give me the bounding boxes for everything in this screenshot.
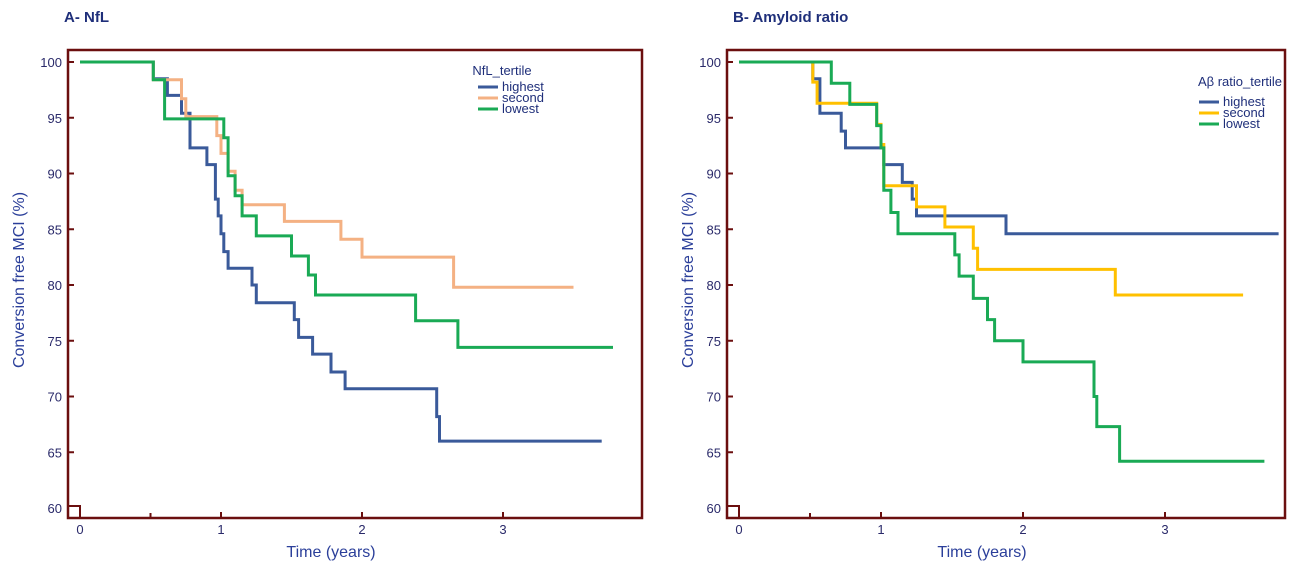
series-line-highest [80,60,602,443]
x-tick-label: 3 [1161,522,1168,537]
x-tick-label: 0 [76,522,83,537]
legend-label-second: second [1223,105,1265,120]
legend-label-lowest: lowest [1223,116,1260,131]
series-line-second [80,60,574,289]
panel-title: B- Amyloid ratio [733,9,848,26]
legend-label-second: second [502,90,544,105]
legend-title: NfL_tertile [472,63,531,78]
y-tick-label: 90 [48,167,62,182]
panel-b-amyloid-ratio: B- Amyloid ratio 60 65 70 75 80 85 90 95 100 0 1 2 3 T… [680,9,1287,561]
y-tick-label: 100 [40,55,62,70]
y-tick-label: 85 [48,222,62,237]
legend-label-highest: highest [1223,94,1265,109]
x-tick-label: 1 [877,522,884,537]
legend-label-lowest: lowest [502,101,539,116]
x-tick-label: 2 [1019,522,1026,537]
y-axis-label: Conversion free MCI (%) [680,192,697,368]
y-tick-label: 80 [48,278,62,293]
panel-title: A- NfL [64,9,109,26]
y-tick-label: 60 [48,501,62,516]
series-line-lowest [739,60,1265,463]
x-tick-label: 2 [358,522,365,537]
y-tick-label: 90 [707,167,721,182]
plot-frame [725,48,1287,520]
series-line-lowest [80,60,613,349]
panel-a-nfl: A- NfL 60 65 70 75 80 85 90 95 100 0 1 2 3 Time (years… [11,9,644,561]
y-axis-label: Conversion free MCI (%) [11,192,28,368]
plot-frame [66,48,644,520]
y-tick-label: 65 [48,445,62,460]
y-tick-label: 95 [707,111,721,126]
y-tick-label: 95 [48,111,62,126]
y-tick-label: 80 [707,278,721,293]
axis-origin-mark [68,505,81,518]
x-axis-label: Time (years) [937,544,1026,561]
y-tick-label: 65 [707,445,721,460]
y-tick-label: 70 [48,390,62,405]
x-axis-label: Time (years) [286,544,375,561]
legend-label-highest: highest [502,79,544,94]
x-tick-label: 0 [735,522,742,537]
y-tick-label: 60 [707,501,721,516]
series-line-second [739,60,1244,297]
y-tick-label: 75 [707,334,721,349]
axis-origin-mark [727,505,740,518]
y-tick-label: 85 [707,222,721,237]
x-tick-label: 1 [217,522,224,537]
y-tick-label: 100 [699,55,721,70]
legend-title: Aβ ratio_tertile [1198,74,1282,89]
x-tick-label: 3 [499,522,506,537]
y-tick-label: 70 [707,390,721,405]
y-tick-label: 75 [48,334,62,349]
